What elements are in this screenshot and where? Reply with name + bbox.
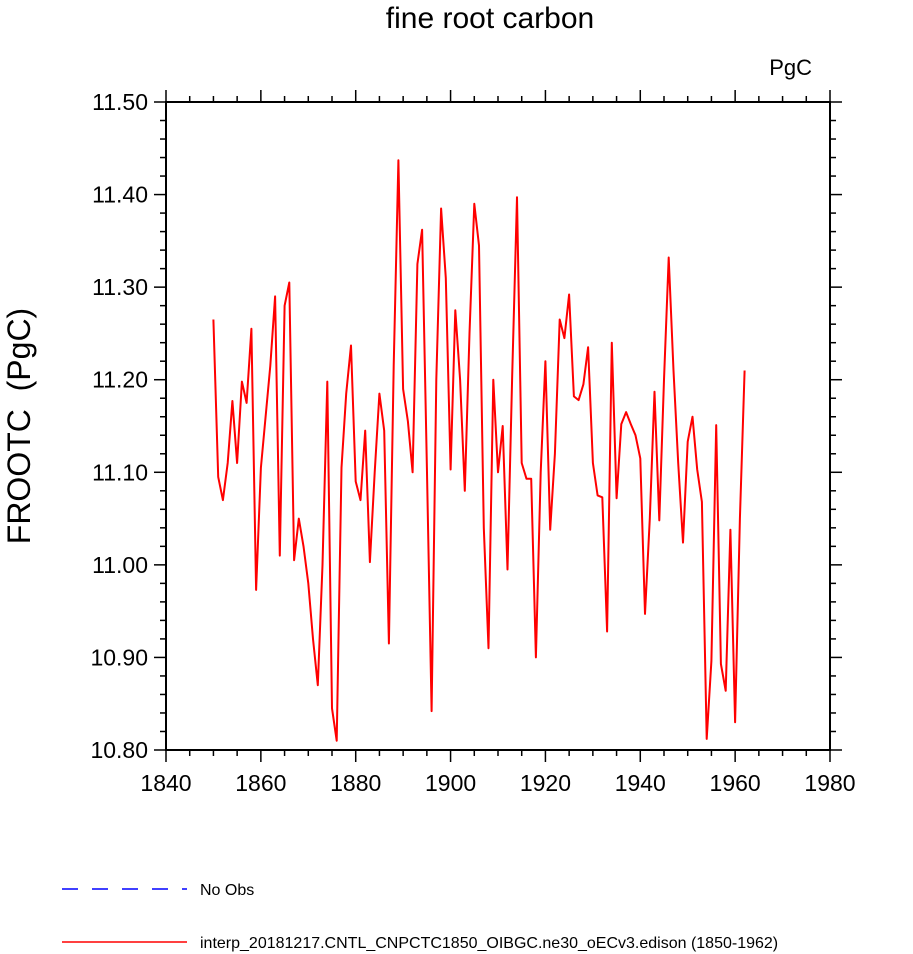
y-tick-label: 11.20 <box>92 367 148 393</box>
units-label: PgC <box>769 55 812 80</box>
x-tick-label: 1900 <box>425 770 476 796</box>
y-tick-labels: 10.80 10.90 11.00 11.10 11.20 11.30 11.40 11.50 <box>90 89 148 763</box>
axis-ticks <box>154 90 842 762</box>
chart-title: fine root carbon <box>386 2 594 35</box>
series-line-model-run <box>212 159 746 742</box>
y-tick-label: 11.00 <box>92 552 148 578</box>
legend: No Obs interp_20181217.CNTL_CNPCTC1850_O… <box>62 882 778 952</box>
x-tick-label: 1980 <box>804 770 855 796</box>
y-tick-label: 11.50 <box>92 89 148 115</box>
y-tick-label: 10.90 <box>90 644 148 670</box>
y-tick-label: 11.30 <box>92 274 148 300</box>
x-tick-label: 1840 <box>140 770 191 796</box>
legend-label-model-run: interp_20181217.CNTL_CNPCTC1850_OIBGC.ne… <box>200 935 778 952</box>
series-layer <box>212 159 746 742</box>
x-tick-labels: 1840 1860 1880 1900 1920 1940 1960 1980 <box>140 770 855 796</box>
y-tick-label: 11.40 <box>92 182 148 208</box>
x-tick-label: 1920 <box>520 770 571 796</box>
y-tick-label: 11.10 <box>92 459 148 485</box>
y-tick-label: 10.80 <box>90 737 148 763</box>
y-axis-label: FROOTC (PgC) <box>1 308 37 544</box>
x-tick-label: 1880 <box>330 770 381 796</box>
x-tick-label: 1960 <box>710 770 761 796</box>
x-tick-label: 1860 <box>235 770 286 796</box>
legend-label-no-obs: No Obs <box>200 882 254 899</box>
x-tick-label: 1940 <box>615 770 666 796</box>
